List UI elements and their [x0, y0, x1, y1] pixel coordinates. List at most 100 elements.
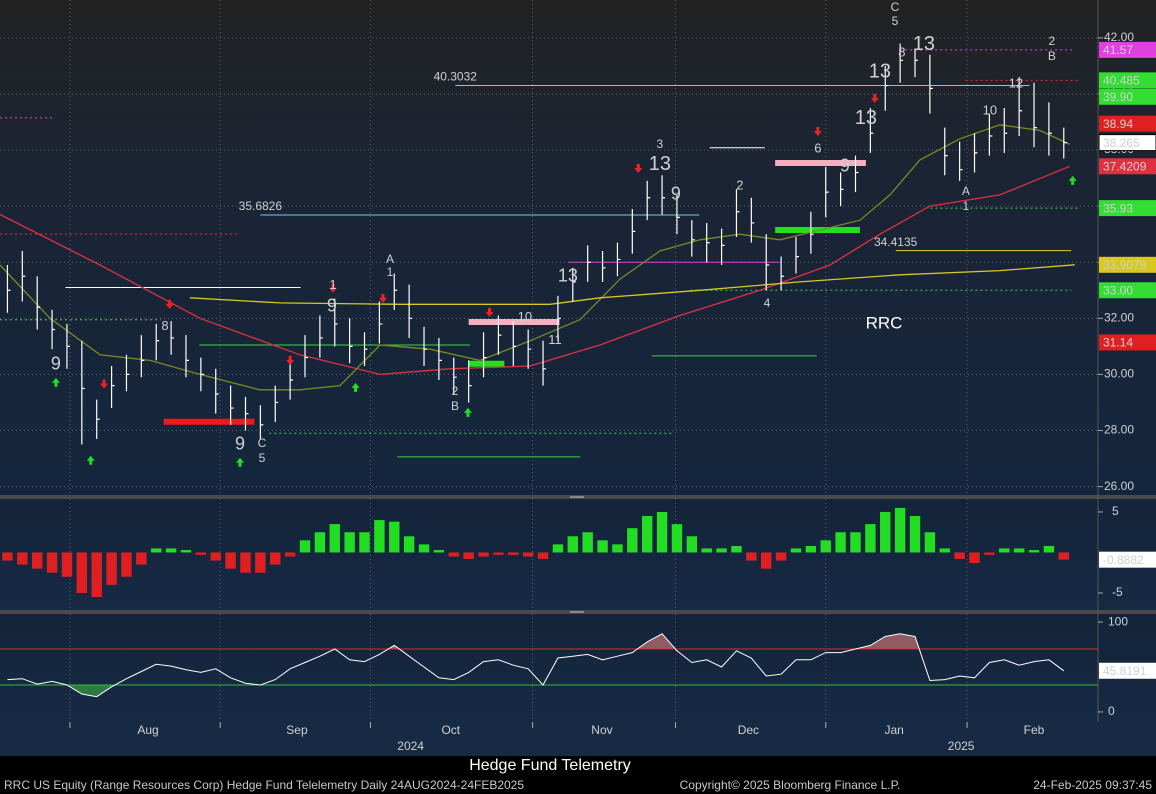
histogram-bar: [493, 552, 504, 555]
ohlc-bar: [497, 315, 502, 355]
histogram-bar: [969, 552, 980, 564]
count-label: A: [962, 184, 970, 198]
price-label: 33.00: [1103, 283, 1133, 297]
count-label: 9: [235, 434, 245, 454]
ticker-label: RRC: [866, 313, 903, 332]
y-tick-label: 30.00: [1104, 367, 1134, 381]
ohlc-bar: [363, 332, 368, 366]
price-label-box: [1099, 88, 1156, 105]
ohlc-bar: [423, 326, 428, 366]
ohlc-bar: [393, 273, 398, 310]
histogram-bar: [403, 536, 415, 553]
x-tick-label: Dec: [738, 723, 759, 737]
histogram-bar: [106, 552, 117, 585]
ohlc-bar: [914, 49, 918, 78]
x-tick-label: Jan: [884, 723, 903, 737]
histogram-bar: [984, 552, 995, 555]
footer-center: Copyright© 2025 Bloomberg Finance L.P.: [680, 778, 901, 792]
ohlc-bar: [601, 251, 606, 282]
x-tick-label: Oct: [441, 723, 460, 737]
count-label: B: [1048, 49, 1056, 63]
y-tick-label: 32.00: [1104, 310, 1134, 324]
y-tick-label: 5: [1112, 504, 1119, 518]
histogram-bar: [478, 552, 489, 557]
ohlc-bar: [854, 155, 859, 193]
signal-arrow: [165, 299, 174, 309]
histogram-bar: [255, 552, 266, 573]
ohlc-bar: [720, 228, 725, 266]
ohlc-bar: [899, 43, 904, 83]
ohlc-bar: [215, 368, 219, 414]
ohlc-bar: [676, 194, 680, 235]
histogram-bar: [924, 532, 936, 553]
ohlc-bar: [21, 251, 26, 302]
histogram-bar: [612, 544, 623, 553]
ohlc-bar: [512, 321, 517, 366]
histogram-bar: [820, 540, 831, 553]
price-label: 37.4209: [1103, 159, 1147, 173]
ohlc-bar: [230, 385, 234, 425]
x-tick-label: Feb: [1024, 723, 1045, 737]
price-label: 40.485: [1103, 74, 1140, 88]
price-label-box: [1099, 158, 1156, 175]
level-label: 34.4135: [874, 235, 918, 249]
count-label: 13: [558, 266, 578, 286]
main-panel-bg: [0, 0, 1156, 495]
data-layer: [0, 43, 1098, 698]
price-label: 39.90: [1103, 90, 1133, 104]
ohlc-bar: [170, 321, 175, 355]
histogram-bar: [522, 552, 534, 557]
histogram-bar: [1043, 545, 1055, 553]
ohlc-bar: [542, 340, 547, 386]
y-tick-label: 100: [1108, 614, 1128, 628]
histogram-bar: [850, 532, 861, 553]
histogram-bar: [61, 552, 73, 577]
count-label: 3: [656, 137, 663, 151]
price-label-box: [1098, 134, 1156, 152]
count-label: 1: [387, 265, 394, 279]
signal-arrow: [463, 407, 472, 417]
count-label: 11: [548, 332, 562, 347]
histogram-bar: [537, 552, 549, 559]
ohlc-bar: [140, 335, 145, 378]
histogram-bar: [418, 544, 430, 553]
count-label: 9: [51, 354, 61, 374]
histogram-bar: [686, 536, 698, 553]
price-label-box: [1099, 115, 1156, 132]
ohlc-bar: [780, 256, 785, 291]
ohlc-bar: [646, 180, 651, 221]
ohlc-bar: [289, 360, 294, 400]
ohlc-bar: [6, 265, 11, 313]
ohlc-bar: [616, 242, 621, 277]
ohlc-bar: [750, 197, 755, 243]
histogram-bar: [329, 524, 340, 553]
ohlc-bar: [944, 127, 948, 176]
histogram-bar: [865, 524, 876, 553]
price-label-box: [1099, 72, 1156, 89]
count-label: 8: [161, 318, 168, 333]
ohlc-bar: [274, 385, 279, 423]
moving-average: [189, 264, 1075, 305]
price-label: 35.93: [1103, 201, 1133, 215]
price-label-box: [1099, 256, 1156, 273]
price-label: 33.9079: [1103, 258, 1147, 272]
ohlc-bar: [765, 234, 770, 291]
histogram-bar: [210, 552, 221, 561]
price-label-box: [1099, 334, 1156, 351]
histogram-bar: [359, 532, 370, 553]
histogram-bar: [567, 536, 579, 553]
year-label: 2024: [397, 739, 424, 753]
count-label: 12: [1009, 75, 1023, 90]
count-label: B: [451, 399, 459, 413]
histogram-bar: [121, 552, 132, 577]
count-label: 2: [452, 384, 459, 398]
ohlc-bar: [51, 309, 56, 350]
x-tick-label: Sep: [286, 723, 308, 737]
histogram-bar: [463, 552, 474, 559]
histogram-bar: [805, 545, 817, 553]
ohlc-bar: [1003, 107, 1008, 153]
histogram-bar: [46, 552, 58, 573]
moving-average: [0, 165, 1070, 376]
ohlc-bar: [453, 357, 457, 395]
